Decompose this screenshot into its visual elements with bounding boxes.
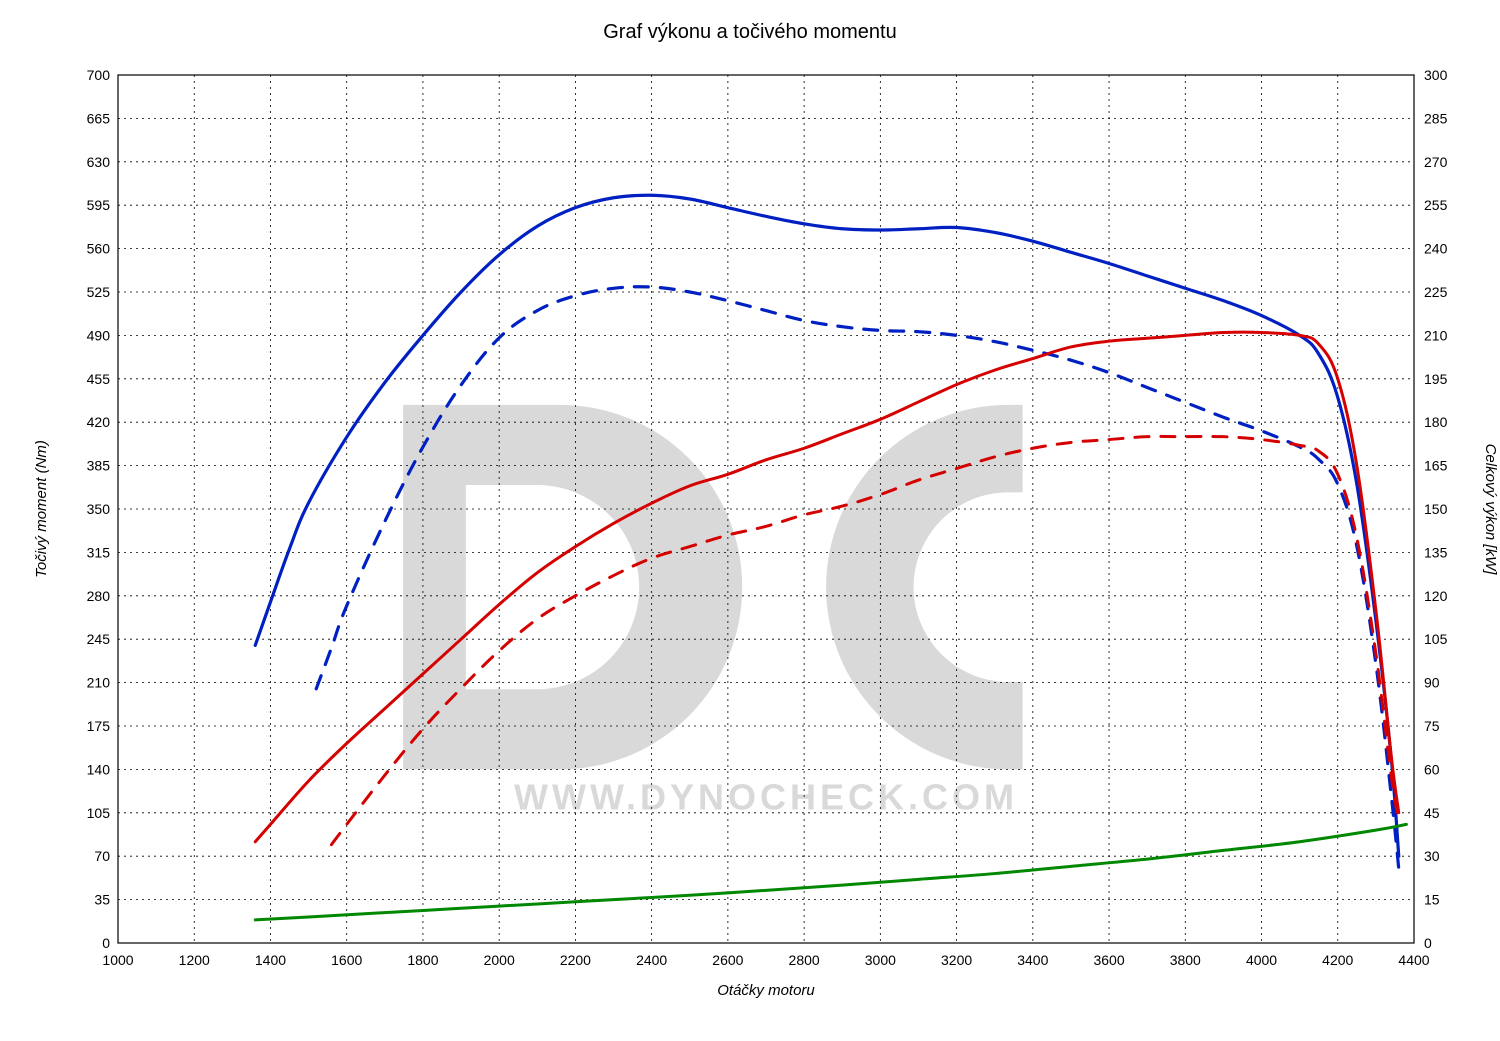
x-tick-label: 3600 <box>1093 952 1124 968</box>
y-right-tick-label: 150 <box>1424 501 1448 517</box>
x-tick-label: 3400 <box>1017 952 1048 968</box>
x-tick-label: 2600 <box>712 952 743 968</box>
x-tick-label: 2200 <box>560 952 591 968</box>
y-right-tick-label: 15 <box>1424 892 1440 908</box>
x-axis-label: Otáčky motoru <box>717 982 815 999</box>
y-right-tick-label: 90 <box>1424 675 1440 691</box>
y-right-tick-label: 210 <box>1424 327 1448 343</box>
y-left-axis-label: Točivý moment (Nm) <box>33 440 50 578</box>
y-left-tick-label: 280 <box>87 588 111 604</box>
x-tick-label: 3200 <box>941 952 972 968</box>
y-right-tick-label: 195 <box>1424 371 1448 387</box>
x-tick-label: 4200 <box>1322 952 1353 968</box>
x-tick-label: 4000 <box>1246 952 1277 968</box>
y-right-tick-label: 120 <box>1424 588 1448 604</box>
y-right-tick-label: 30 <box>1424 848 1440 864</box>
y-right-tick-label: 240 <box>1424 241 1448 257</box>
x-tick-label: 2800 <box>789 952 820 968</box>
x-tick-label: 3800 <box>1170 952 1201 968</box>
x-tick-label: 2000 <box>484 952 515 968</box>
y-right-tick-label: 60 <box>1424 761 1440 777</box>
y-right-tick-label: 135 <box>1424 544 1448 560</box>
x-tick-label: 3000 <box>865 952 896 968</box>
y-right-tick-label: 180 <box>1424 414 1448 430</box>
x-tick-label: 1200 <box>179 952 210 968</box>
y-right-tick-label: 75 <box>1424 718 1440 734</box>
y-left-tick-label: 665 <box>87 110 111 126</box>
y-left-tick-label: 525 <box>87 284 111 300</box>
y-left-tick-label: 35 <box>94 892 110 908</box>
y-left-tick-label: 700 <box>87 67 111 83</box>
y-left-tick-label: 630 <box>87 154 111 170</box>
x-tick-label: 1800 <box>407 952 438 968</box>
dyno-chart: WWW.DYNOCHECK.COM10001200140016001800200… <box>0 0 1500 1041</box>
y-left-tick-label: 140 <box>87 761 111 777</box>
y-right-tick-label: 105 <box>1424 631 1448 647</box>
y-left-tick-label: 0 <box>102 935 110 951</box>
y-right-tick-label: 255 <box>1424 197 1448 213</box>
y-left-tick-label: 420 <box>87 414 111 430</box>
x-tick-label: 2400 <box>636 952 667 968</box>
y-right-tick-label: 225 <box>1424 284 1448 300</box>
y-right-tick-label: 300 <box>1424 67 1448 83</box>
y-left-tick-label: 350 <box>87 501 111 517</box>
y-left-tick-label: 490 <box>87 327 111 343</box>
y-left-tick-label: 175 <box>87 718 111 734</box>
y-left-tick-label: 385 <box>87 458 111 474</box>
y-left-tick-label: 560 <box>87 241 111 257</box>
y-right-tick-label: 165 <box>1424 458 1448 474</box>
y-left-tick-label: 105 <box>87 805 111 821</box>
watermark-text: WWW.DYNOCHECK.COM <box>514 776 1018 817</box>
y-left-tick-label: 210 <box>87 675 111 691</box>
y-right-tick-label: 285 <box>1424 110 1448 126</box>
x-tick-label: 4400 <box>1398 952 1429 968</box>
x-tick-label: 1600 <box>331 952 362 968</box>
y-right-axis-label: Celkový výkon [kW] <box>1482 444 1499 576</box>
y-left-tick-label: 595 <box>87 197 111 213</box>
y-left-tick-label: 315 <box>87 544 111 560</box>
y-right-tick-label: 0 <box>1424 935 1432 951</box>
y-right-tick-label: 270 <box>1424 154 1448 170</box>
x-tick-label: 1400 <box>255 952 286 968</box>
y-left-tick-label: 455 <box>87 371 111 387</box>
y-right-tick-label: 45 <box>1424 805 1440 821</box>
y-left-tick-label: 245 <box>87 631 111 647</box>
x-tick-label: 1000 <box>102 952 133 968</box>
chart-title: Graf výkonu a točivého momentu <box>603 21 896 43</box>
y-left-tick-label: 70 <box>94 848 110 864</box>
